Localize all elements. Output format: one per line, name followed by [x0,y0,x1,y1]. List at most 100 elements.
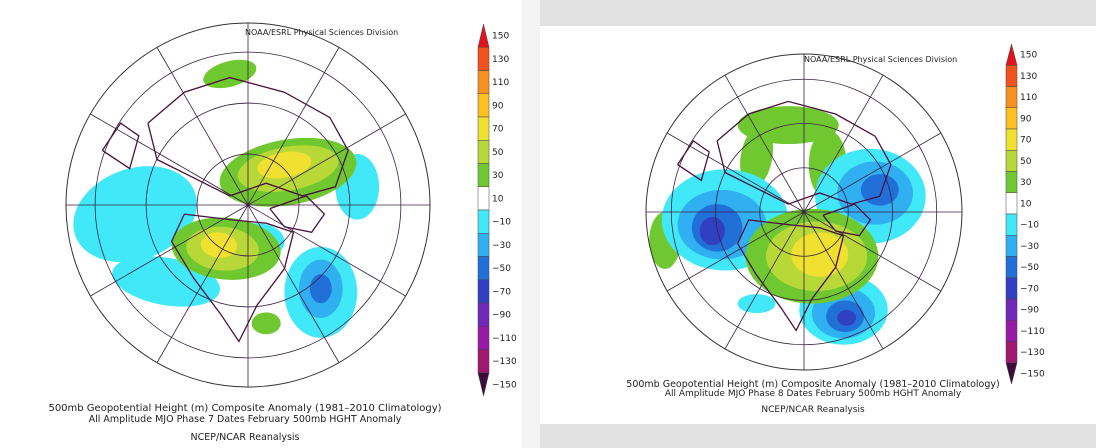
map-border [645,53,963,371]
colorbar: 150 130 110 90 70 50 30 10 −10 −30 −50 −70 −90 −110 −1… [477,23,517,397]
colorbar-swatch [1005,362,1018,385]
anomaly-contour [203,59,257,89]
lat-lon-grid [66,23,430,387]
colorbar-label: 50 [1020,157,1032,167]
colorbar-swatch [1005,171,1018,193]
left-source: NCEP/NCAR Reanalysis [190,432,300,443]
colorbar-swatch [477,302,490,327]
colorbar-label: 150 [492,32,509,42]
anomaly-contour [257,151,312,179]
colorbar-label: −150 [492,380,517,390]
colorbar-swatch [477,209,490,234]
coastline [716,100,892,205]
left-caption-line2: All Amplitude MJO Phase 7 Dates February… [88,414,402,425]
colorbar-label: 110 [492,78,509,88]
coastline [101,122,140,170]
colorbar-label: −150 [1020,369,1045,379]
right-caption-line1: 500mb Geopotential Height (m) Composite … [626,379,1000,390]
colorbar-swatch [1005,256,1018,278]
colorbar-swatch [477,372,490,397]
anomaly-contour [309,274,332,304]
colorbar-label: −110 [492,334,517,344]
colorbar-swatch [1005,341,1018,363]
colorbar-swatch [1005,86,1018,108]
colorbar-swatch [1005,107,1018,130]
colorbar-label: 130 [1020,72,1037,82]
colorbar-swatch [477,256,490,280]
colorbar: 150 130 110 90 70 50 30 10 −10 −30 −50 −70 −90 −110 −1… [1005,43,1045,385]
panel-divider [522,0,540,448]
colorbar-swatch [477,349,490,373]
right-chart-frame: 150 130 110 90 70 50 30 10 −10 −30 −50 −70 −90 −110 −1… [540,26,1096,424]
colorbar-label: 90 [492,101,504,111]
map-border [65,22,431,388]
colorbar-label: 10 [492,194,504,204]
colorbar-swatch [477,326,490,350]
colorbar-label: −30 [492,241,511,251]
colorbar-swatch [477,70,490,94]
colorbar-swatch [1005,150,1018,172]
coastline [269,195,326,234]
colorbar-swatch [1005,43,1018,66]
colorbar-label: −10 [492,218,511,228]
colorbar-swatch [1005,235,1018,257]
colorbar-swatch [1005,213,1018,236]
anomaly-contour [740,125,774,188]
colorbar-label: −90 [492,311,511,321]
coastline [677,139,710,182]
colorbar-label: 10 [1020,199,1032,209]
colorbar-swatch [477,140,490,164]
coastlines [101,76,349,343]
anomaly-contour [791,232,849,277]
anomaly-contour [860,174,899,206]
anomaly-contour [837,309,857,326]
colorbar-swatch [1005,65,1018,87]
anomaly-contour [73,166,198,263]
coastline [147,76,349,197]
colorbar-label: 70 [492,125,504,135]
colorbar-swatch [1005,192,1018,215]
colorbar-label: 70 [1020,136,1032,146]
colorbar-swatch [1005,128,1018,151]
colorbar-label: −90 [1020,306,1039,316]
colorbar-swatch [477,163,490,187]
colorbar-swatch [477,93,490,118]
anomaly-shading [73,59,380,338]
right-map-figure: 150 130 110 90 70 50 30 10 −10 −30 −50 −70 −90 −110 −1… [645,43,1045,385]
left-credit: NOAA/ESRL Physical Sciences Division [245,28,399,37]
right-source: NCEP/NCAR Reanalysis [761,405,865,415]
colorbar-swatch [477,47,490,71]
colorbar-swatch [1005,298,1018,321]
colorbar-label: −70 [1020,284,1039,294]
colorbar-label: −70 [492,287,511,297]
colorbar-label: 30 [492,171,504,181]
colorbar-swatch [1005,320,1018,342]
coastline [170,213,295,343]
anomaly-contour [737,294,776,314]
left-map-figure: 150 130 110 90 70 50 30 10 −10 −30 −50 −70 −90 −110 −1… [65,22,517,397]
right-caption-line2: All Amplitude MJO Phase 8 Dates February… [664,389,962,399]
left-caption-line1: 500mb Geopotential Height (m) Composite … [48,403,442,414]
colorbar-label: −50 [492,264,511,274]
colorbar-swatch [477,186,490,211]
lat-lon-grid [646,54,962,370]
colorbar-label: 90 [1020,114,1032,124]
colorbar-swatch [477,233,490,257]
coastline [822,203,872,237]
colorbar-swatch [477,23,490,48]
colorbar-swatch [1005,277,1018,300]
left-chart-panel: 150 130 110 90 70 50 30 10 −10 −30 −50 −70 −90 −110 −1… [0,0,522,448]
anomaly-shading [649,106,926,345]
anomaly-contour [251,312,281,335]
colorbar-label: −110 [1020,327,1045,337]
colorbar-label: −50 [1020,263,1039,273]
colorbar-label: 110 [1020,93,1037,103]
right-chart-panel: 150 130 110 90 70 50 30 10 −10 −30 −50 −70 −90 −110 −1… [540,0,1096,448]
colorbar-label: 130 [492,55,509,65]
colorbar-label: −130 [492,357,517,367]
colorbar-label: −30 [1020,242,1039,252]
colorbar-label: 30 [1020,178,1032,188]
colorbar-label: −10 [1020,221,1039,231]
colorbar-swatch [477,116,490,141]
coastline [736,219,845,332]
